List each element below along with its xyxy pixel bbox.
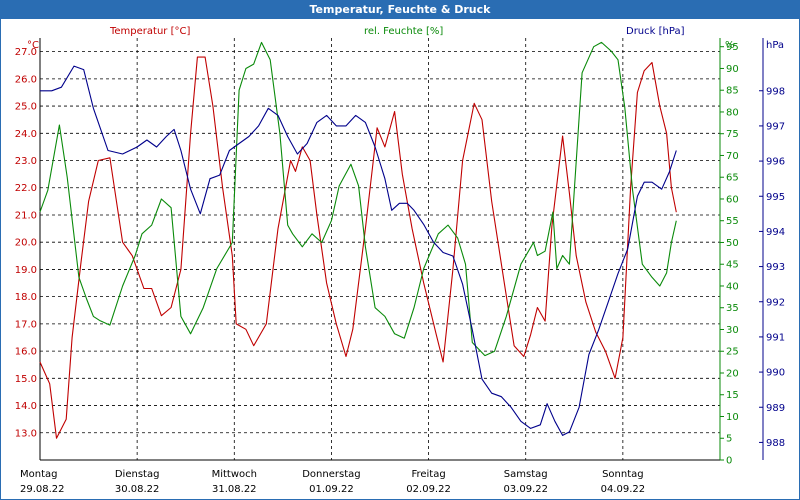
left-tick-label: 25.0 (15, 102, 37, 113)
middle-tick-label: 70 (726, 151, 739, 162)
middle-tick-label: 20 (726, 368, 739, 379)
x-tick-day: Montag (20, 469, 57, 480)
x-tick-date: 29.08.22 (20, 484, 65, 495)
middle-tick-label: 35 (726, 303, 739, 314)
middle-tick-label: 90 (726, 64, 739, 75)
middle-tick-label: 55 (726, 216, 739, 227)
middle-tick-label: 15 (726, 390, 739, 401)
left-tick-label: 24.0 (15, 129, 37, 140)
left-tick-label: 15.0 (15, 374, 37, 385)
left-tick-label: 21.0 (15, 210, 37, 221)
middle-tick-label: 65 (726, 173, 739, 184)
x-tick-day: Donnerstag (302, 469, 360, 480)
left-tick-label: 17.0 (15, 319, 37, 330)
x-tick-date: 04.09.22 (601, 484, 646, 495)
right-tick-label: 993 (766, 262, 785, 273)
x-tick-date: 31.08.22 (212, 484, 257, 495)
middle-tick-label: 40 (726, 281, 739, 292)
middle-tick-label: 85 (726, 86, 739, 97)
window-title: Temperatur, Feuchte & Druck (1, 1, 799, 19)
middle-tick-label: 60 (726, 194, 739, 205)
series (39, 41, 677, 439)
x-tick-day: Dienstag (115, 469, 160, 480)
middle-tick-label: 75 (726, 129, 739, 140)
x-tick-day: Sonntag (602, 469, 644, 480)
x-tick-date: 01.09.22 (309, 484, 354, 495)
x-tick-date: 30.08.22 (115, 484, 160, 495)
legend-humidity: rel. Feuchte [%] (364, 26, 443, 37)
middle-tick-label: 45 (726, 260, 739, 271)
left-axis-unit: °C (27, 40, 39, 51)
series-pressure-line (40, 65, 677, 436)
tick-labels: 13.0 14.0 15.0 16.0 17.0 18.0 19.0 20.0 21.0 22.0… (15, 42, 785, 495)
left-tick-label: 16.0 (15, 347, 37, 358)
x-tick-date: 02.09.22 (406, 484, 451, 495)
right-tick-label: 989 (766, 403, 785, 414)
grid (40, 38, 720, 460)
right-tick-label: 990 (766, 368, 785, 379)
right-tick-label: 996 (766, 157, 785, 168)
right-tick-label: 995 (766, 192, 785, 203)
left-tick-label: 26.0 (15, 74, 37, 85)
middle-tick-label: 0 (726, 456, 732, 467)
x-tick-day: Freitag (411, 469, 445, 480)
right-tick-label: 992 (766, 297, 785, 308)
series-temperature-line (39, 56, 677, 439)
x-tick-day: Mittwoch (212, 469, 257, 480)
left-tick-label: 13.0 (15, 428, 37, 439)
legend-temperature: Temperatur [°C] (109, 26, 190, 37)
x-tick-date: 03.09.22 (503, 484, 548, 495)
left-tick-label: 14.0 (15, 401, 37, 412)
left-tick-label: 19.0 (15, 265, 37, 276)
middle-tick-label: 95 (726, 42, 739, 53)
right-tick-label: 997 (766, 121, 785, 132)
middle-tick-label: 25 (726, 347, 739, 358)
left-tick-label: 23.0 (15, 156, 37, 167)
middle-tick-label: 10 (726, 412, 739, 423)
x-tick-day: Samstag (504, 469, 548, 480)
left-tick-label: 27.0 (15, 47, 37, 58)
middle-axis-unit: % (725, 40, 735, 51)
middle-tick-label: 50 (726, 238, 739, 249)
series-humidity-line (39, 41, 677, 357)
axes (39, 38, 764, 461)
right-tick-label: 988 (766, 438, 785, 449)
legend-pressure: Druck [hPa] (626, 26, 685, 37)
middle-tick-label: 5 (726, 434, 732, 445)
right-tick-label: 994 (766, 227, 785, 238)
middle-tick-label: 80 (726, 107, 739, 118)
right-axis-unit: hPa (766, 40, 784, 51)
left-tick-label: 20.0 (15, 238, 37, 249)
right-tick-label: 998 (766, 86, 785, 97)
left-tick-label: 18.0 (15, 292, 37, 303)
right-tick-label: 991 (766, 332, 785, 343)
left-tick-label: 22.0 (15, 183, 37, 194)
middle-tick-label: 30 (726, 325, 739, 336)
